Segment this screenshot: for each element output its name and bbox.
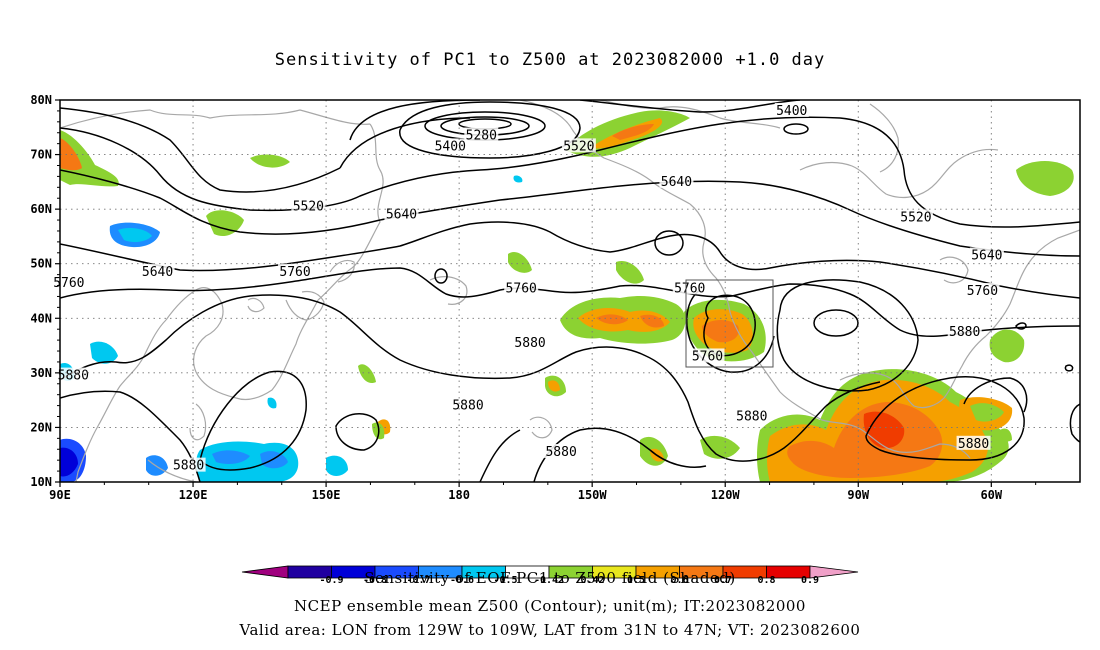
contour-label-bg xyxy=(291,198,326,213)
colorbar-label: -0.42 xyxy=(534,575,564,586)
lon-tick-label: 120E xyxy=(179,488,208,502)
colorbar-label: 0.8 xyxy=(757,575,775,586)
contour-label: 5400 xyxy=(776,104,807,119)
contour-label-bg xyxy=(734,408,769,423)
contour-label: 5760 xyxy=(53,276,84,291)
contour-labels: 5400528054005520552055205640564056405640… xyxy=(51,102,1004,474)
contour-label: 5880 xyxy=(173,459,204,474)
contour-label: 5880 xyxy=(514,336,545,351)
chart-title: Sensitivity of PC1 to Z500 at 2023082000… xyxy=(274,50,826,70)
contour-label: 5640 xyxy=(142,265,173,280)
contour-label: 5640 xyxy=(971,249,1002,264)
lon-tick-label: 150W xyxy=(578,488,608,502)
colorbar-label: 0.9 xyxy=(801,575,819,586)
contour-label-bg xyxy=(947,323,982,338)
lat-tick-label: 70N xyxy=(30,148,52,162)
contour-label-bg xyxy=(140,263,175,278)
contour-label-bg xyxy=(464,127,499,142)
latitude-axis: 80N 70N 60N 50N 40N 30N 20N 10N xyxy=(30,93,60,489)
lat-tick-label: 60N xyxy=(30,202,52,216)
contour-label-bg xyxy=(898,209,933,224)
contour-label: 5520 xyxy=(563,139,594,154)
colorbar: -0.9 -0.8 -0.7 -0.6 -0.5 -0.42 0.42 0.5 0.6 0.7 0.… xyxy=(241,565,859,586)
lat-tick-label: 30N xyxy=(30,366,52,380)
contour-label: 5400 xyxy=(435,139,466,154)
contour-label-bg xyxy=(956,435,991,450)
contour-label: 5760 xyxy=(692,349,723,364)
contour-label: 5280 xyxy=(466,128,497,143)
contour-label: 5880 xyxy=(958,437,989,452)
contour-label-bg xyxy=(513,334,548,349)
contour-label-bg xyxy=(672,280,707,295)
colorbar-label: -0.7 xyxy=(406,575,430,586)
contour-label: 5880 xyxy=(545,445,576,460)
contour-label: 5760 xyxy=(506,281,537,296)
contour-label: 5880 xyxy=(58,369,89,384)
contour-label-bg xyxy=(774,102,809,117)
contour-label: 5880 xyxy=(452,399,483,414)
lat-tick-label: 80N xyxy=(30,93,52,107)
map-frame xyxy=(59,99,1081,483)
lat-tick-label: 50N xyxy=(30,257,52,271)
contour-label: 5640 xyxy=(661,175,692,190)
caption-valid-area: Valid area: LON from 129W to 109W, LAT f… xyxy=(239,621,861,639)
lat-tick-label: 20N xyxy=(30,420,52,434)
contour-label: 5760 xyxy=(674,281,705,296)
contour-label: 5880 xyxy=(949,325,980,340)
lat-tick-label: 40N xyxy=(30,311,52,325)
contour-label: 5640 xyxy=(386,208,417,223)
contour-label-bg xyxy=(969,247,1004,262)
contour-label: 5760 xyxy=(967,284,998,299)
colorbar-label: 0.5 xyxy=(627,575,645,586)
lon-tick-label: 60W xyxy=(980,488,1002,502)
caption-contour: NCEP ensemble mean Z500 (Contour); unit(… xyxy=(294,597,806,615)
contour-label-bg xyxy=(433,138,468,153)
colorbar-label: 0.6 xyxy=(670,575,688,586)
colorbar-label: 0.42 xyxy=(580,575,604,586)
contour-label-bg xyxy=(504,280,539,295)
sensitivity-shading xyxy=(60,110,1074,482)
colorbar-label: -0.8 xyxy=(363,575,387,586)
contour-label-bg xyxy=(384,206,419,221)
contour-label: 5760 xyxy=(279,265,310,280)
colorbar-label: -0.9 xyxy=(319,575,343,586)
contour-label-bg xyxy=(690,348,725,363)
contour-label-bg xyxy=(544,443,579,458)
lon-tick-label: 150E xyxy=(312,488,341,502)
colorbar-label: -0.6 xyxy=(450,575,474,586)
colorbar-high-arrow xyxy=(809,565,859,579)
colorbar-label: -0.5 xyxy=(493,575,517,586)
contour-label: 5880 xyxy=(736,410,767,425)
lon-tick-label: 180 xyxy=(448,488,470,502)
lon-tick-label: 90E xyxy=(49,488,71,502)
lon-tick-label: 90W xyxy=(847,488,869,502)
lat-tick-label: 10N xyxy=(30,475,52,489)
contour-label-bg xyxy=(278,263,313,278)
contour-label-bg xyxy=(659,173,694,188)
lon-tick-label: 120W xyxy=(711,488,741,502)
contour-label: 5520 xyxy=(900,210,931,225)
contour-label-bg xyxy=(171,457,206,472)
contour-label-bg xyxy=(561,138,596,153)
contour-label-bg xyxy=(56,367,91,382)
longitude-axis: 90E 120E 150E 180 150W 120W 90W 60W xyxy=(49,482,1037,502)
caption-shaded: Sensitivity of EOF PC1 to Z500 field (Sh… xyxy=(364,569,736,587)
colorbar-label: 0.7 xyxy=(714,575,732,586)
valid-area-box xyxy=(685,279,774,368)
contour-label: 5520 xyxy=(293,199,324,214)
